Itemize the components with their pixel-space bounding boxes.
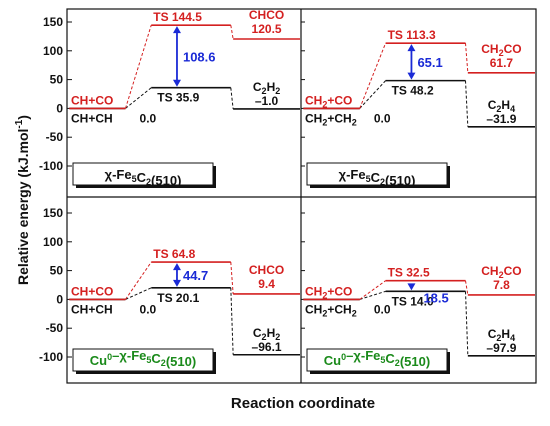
surface-label: Cu0–χ-Fe5C2(510) <box>90 348 196 369</box>
black-initial-value: 0.0 <box>140 111 157 125</box>
y-tick-label: 50 <box>50 264 64 278</box>
y-tick-label: -50 <box>46 130 64 144</box>
red-initial-label: CH+CO <box>71 284 113 298</box>
y-tick-label: 100 <box>43 44 63 58</box>
y-tick-label: 0 <box>56 292 63 306</box>
y-tick-label: -100 <box>39 350 63 364</box>
barrier-arrow-head-down <box>407 283 416 291</box>
black-final-species: C2H2 <box>253 326 280 342</box>
panel-bottom-right: CH2+CO CH2+CH2 0.0 TS 32.5 TS 14.018.5 CH2CO7… <box>301 212 535 374</box>
red-ts-label: TS 144.5 <box>153 10 202 24</box>
black-path-connector-down <box>230 287 234 355</box>
barrier-arrow-head-down <box>407 72 416 80</box>
black-final-value: –97.9 <box>486 341 516 355</box>
barrier-difference-label: 65.1 <box>417 55 442 70</box>
y-tick-label: -100 <box>39 159 63 173</box>
red-path-connector-down <box>465 43 469 73</box>
barrier-arrow-head-down <box>172 279 181 287</box>
black-path-connector-down <box>465 291 469 356</box>
barrier-difference-label: 44.7 <box>183 268 208 283</box>
black-initial-value: 0.0 <box>374 302 391 316</box>
surface-label: Cu0–χ-Fe5C2(510) <box>324 348 430 369</box>
y-axis-label: Relative energy (kJ.mol-1) <box>14 115 31 285</box>
red-path-connector-down <box>230 262 234 295</box>
red-path-connector-down <box>230 25 234 40</box>
y-tick-label: 100 <box>43 235 63 249</box>
barrier-arrow-head-up <box>407 44 416 52</box>
black-initial-label: CH2+CH2 <box>305 302 357 318</box>
red-path-connector-down <box>465 280 469 295</box>
black-ts-label: TS 20.1 <box>157 291 199 305</box>
frame-layer <box>66 8 537 384</box>
black-final-species: C2H4 <box>488 327 515 343</box>
panel-top-right: CH2+CO CH2+CH2 0.0 TS 113.3 TS 48.2 65.1 CH2CO… <box>301 21 535 188</box>
red-path-connector-up <box>359 42 387 109</box>
red-path-connector-up <box>125 261 152 300</box>
surface-label-box <box>72 348 214 372</box>
surface-label-box <box>306 162 448 186</box>
y-tick-label: 150 <box>43 15 63 29</box>
black-path-connector-up <box>359 290 386 300</box>
barrier-arrow-head-up <box>172 263 181 271</box>
surface-label-box <box>72 162 214 186</box>
black-ts-label: TS 35.9 <box>157 91 199 105</box>
y-tick-label: 150 <box>43 206 63 220</box>
red-ts-label: TS 64.8 <box>153 247 195 261</box>
black-initial-label: CH2+CH2 <box>305 111 357 127</box>
red-final-species: CH2CO <box>481 42 521 58</box>
red-final-species: CH2CO <box>481 264 521 280</box>
black-path-connector-down <box>465 80 469 127</box>
barrier-difference-label: 108.6 <box>183 49 216 64</box>
red-final-value: 7.8 <box>493 278 510 292</box>
surface-label: χ-Fe5C2(510) <box>339 167 416 188</box>
red-final-species: CHCO <box>249 8 284 22</box>
black-final-species: C2H4 <box>488 98 515 114</box>
red-path-connector-up <box>359 280 386 300</box>
red-final-value: 9.4 <box>258 277 275 291</box>
black-path-connector-down <box>230 87 234 110</box>
surface-label: χ-Fe5C2(510) <box>105 167 182 188</box>
black-path-connector-up <box>359 80 386 109</box>
y-tick-label: -50 <box>46 321 64 335</box>
black-initial-label: CH+CH <box>71 111 113 125</box>
red-initial-label: CH+CO <box>71 93 113 107</box>
barrier-difference-label: 18.5 <box>423 290 448 305</box>
barrier-arrow-head-up <box>172 26 181 34</box>
red-initial-label: CH2+CO <box>305 284 352 300</box>
panel-bottom-left: 150 100 50 0 -50 -100 CH+CO CH+CH 0.0 TS 64.8 TS 2… <box>39 206 300 374</box>
red-final-value: 120.5 <box>252 22 282 36</box>
x-axis-label: Reaction coordinate <box>231 395 375 412</box>
red-path-connector-up <box>125 25 152 109</box>
panel-top-left: 150 100 50 0 -50 -100 CH+CO CH+CH 0.0 TS 144.5 TS … <box>39 8 300 188</box>
red-final-species: CHCO <box>249 263 284 277</box>
black-ts-label: TS 14.0 <box>392 294 434 308</box>
red-ts-label: TS 32.5 <box>388 266 430 280</box>
black-final-value: –96.1 <box>252 340 282 354</box>
black-final-value: –31.9 <box>486 112 516 126</box>
barrier-arrow-head-down <box>172 79 181 87</box>
black-final-species: C2H2 <box>253 80 280 96</box>
surface-label-box <box>306 348 448 372</box>
black-initial-value: 0.0 <box>374 111 391 125</box>
y-tick-label: 50 <box>50 73 64 87</box>
y-tick-label: 0 <box>56 101 63 115</box>
panels-layer: 150 100 50 0 -50 -100 CH+CO CH+CH 0.0 TS 144.5 TS … <box>39 8 535 374</box>
black-final-value: –1.0 <box>255 94 279 108</box>
black-path-connector-up <box>125 87 152 109</box>
black-ts-label: TS 48.2 <box>392 84 434 98</box>
red-final-value: 61.7 <box>490 56 514 70</box>
black-initial-label: CH+CH <box>71 302 113 316</box>
red-initial-label: CH2+CO <box>305 93 352 109</box>
black-initial-value: 0.0 <box>140 302 157 316</box>
red-ts-label: TS 113.3 <box>388 28 436 42</box>
